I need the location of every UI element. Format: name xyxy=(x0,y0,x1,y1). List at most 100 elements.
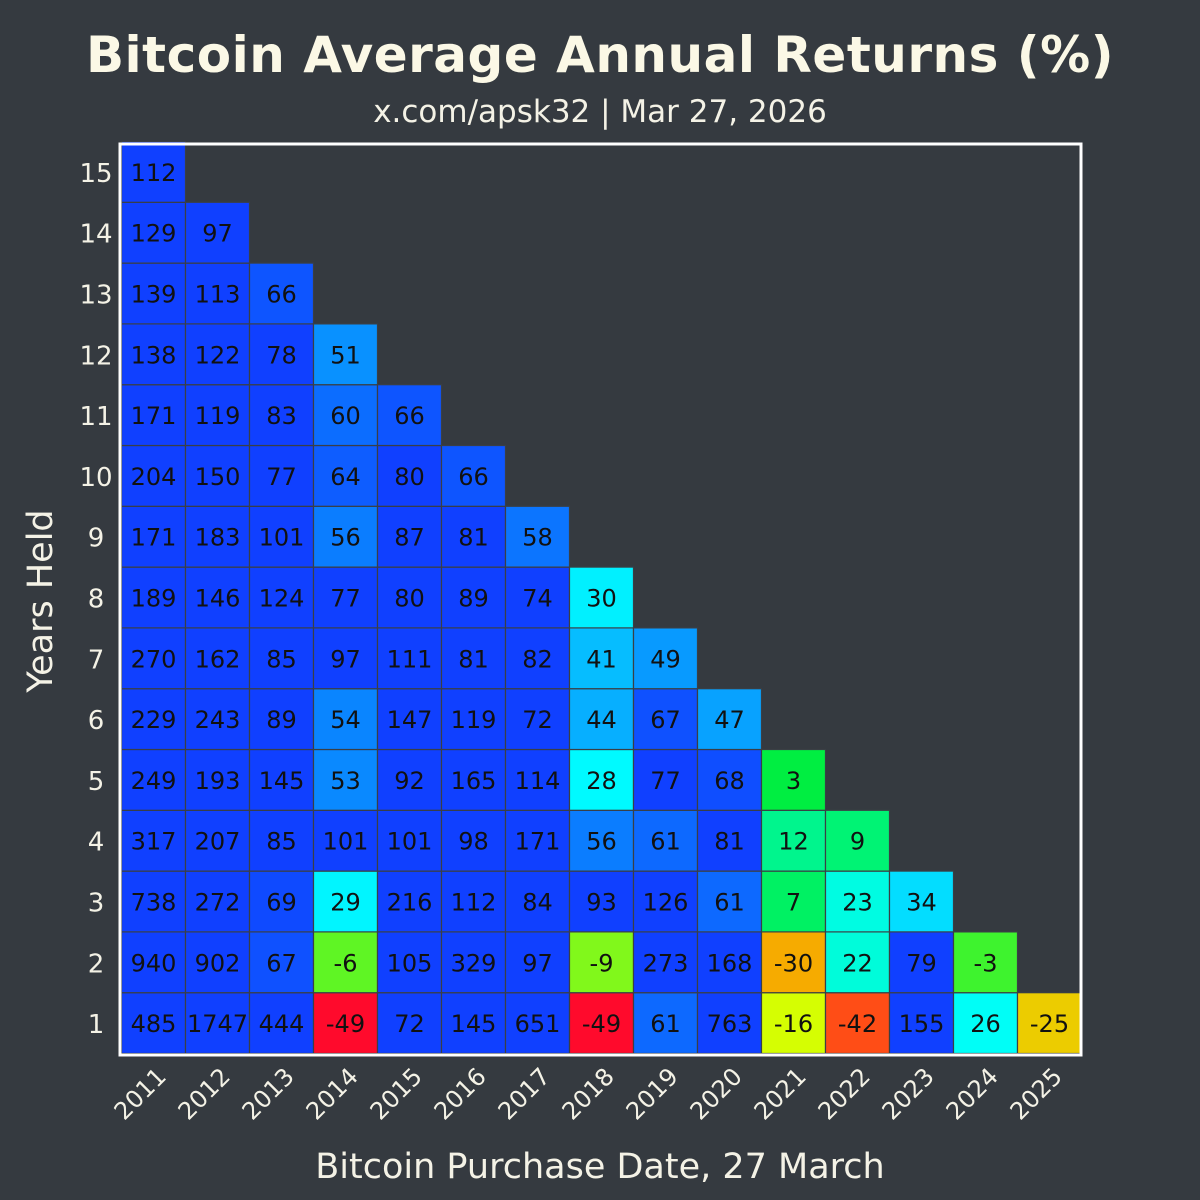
heatmap-cell xyxy=(312,748,379,811)
cell-value-label: 72 xyxy=(394,1010,425,1038)
cell-value-label: 80 xyxy=(394,585,425,613)
cell-value-label: 82 xyxy=(522,645,553,673)
plot-frame xyxy=(118,142,1083,1057)
cell-value-label: 66 xyxy=(458,463,489,491)
cell-value-label: 7 xyxy=(786,889,801,917)
heatmap-cell xyxy=(376,992,443,1055)
cell-value-label: -25 xyxy=(1030,1010,1069,1038)
heatmap-cell xyxy=(504,627,571,690)
cell-value-label: 249 xyxy=(131,767,177,795)
cell-value-label: 119 xyxy=(451,706,497,734)
cell-value-label: -30 xyxy=(774,949,813,977)
cell-value-label: 113 xyxy=(195,281,241,309)
cell-value-label: 81 xyxy=(458,645,489,673)
cell-value-label: 150 xyxy=(195,463,241,491)
cell-value-label: 229 xyxy=(131,706,177,734)
cell-value-label: 243 xyxy=(195,706,241,734)
cell-value-label: 64 xyxy=(330,463,361,491)
cell-value-label: 738 xyxy=(131,889,177,917)
cell-value-label: 56 xyxy=(330,524,361,552)
y-tick-label: 13 xyxy=(79,281,112,311)
cell-value-label: 53 xyxy=(330,767,361,795)
y-tick-label: 12 xyxy=(79,341,112,371)
cell-value-label: 97 xyxy=(330,645,361,673)
heatmap-cell xyxy=(632,931,699,994)
heatmap-cell xyxy=(696,870,763,933)
cell-value-label: 84 xyxy=(522,889,553,917)
cell-value-label: 67 xyxy=(650,706,681,734)
heatmap-cell xyxy=(888,870,955,933)
cell-value-label: 9 xyxy=(850,828,865,856)
y-tick-label: 9 xyxy=(88,524,105,554)
cell-value-label: 97 xyxy=(202,220,233,248)
heatmap-cell xyxy=(376,505,443,568)
cell-value-label: 101 xyxy=(259,524,305,552)
cell-value-label: 23 xyxy=(842,889,873,917)
heatmap-cell xyxy=(184,201,251,264)
cell-value-label: 146 xyxy=(195,585,241,613)
heatmap-cell xyxy=(824,931,891,994)
cell-value-label: -9 xyxy=(590,949,614,977)
heatmap-cell xyxy=(632,688,699,751)
heatmap-cell xyxy=(248,566,315,629)
cell-value-label: 28 xyxy=(586,767,617,795)
heatmap-cell xyxy=(120,444,187,507)
cell-value-label: 204 xyxy=(131,463,177,491)
y-tick-label: 15 xyxy=(79,159,112,189)
x-tick-label: 2014 xyxy=(301,1062,364,1125)
heatmap-cell xyxy=(952,931,1019,994)
heatmap-cell xyxy=(248,931,315,994)
cell-value-label: 98 xyxy=(458,828,489,856)
cell-value-label: 49 xyxy=(650,645,681,673)
cell-value-label: 145 xyxy=(259,767,305,795)
cell-value-label: 124 xyxy=(259,585,305,613)
cell-value-label: 44 xyxy=(586,706,617,734)
heatmap-cell xyxy=(184,566,251,629)
heatmap-cell xyxy=(248,992,315,1055)
x-tick-label: 2025 xyxy=(1005,1062,1068,1125)
cell-value-label: 85 xyxy=(266,828,297,856)
cell-value-label: 87 xyxy=(394,524,425,552)
cell-value-label: 81 xyxy=(458,524,489,552)
heatmap-cell xyxy=(184,262,251,325)
heatmap-cell xyxy=(248,688,315,751)
heatmap-cell xyxy=(120,262,187,325)
heatmap-cell xyxy=(120,140,187,203)
heatmap-cell xyxy=(568,627,635,690)
heatmap-cell xyxy=(632,748,699,811)
heatmap-cell xyxy=(568,566,635,629)
heatmap-cell xyxy=(248,262,315,325)
heatmap-cell xyxy=(760,748,827,811)
heatmap-cell xyxy=(440,566,507,629)
cell-value-label: 22 xyxy=(842,949,873,977)
cell-value-label: 183 xyxy=(195,524,241,552)
heatmap-cell xyxy=(184,384,251,447)
y-tick-label: 4 xyxy=(88,828,105,858)
heatmap-cell xyxy=(440,748,507,811)
cell-value-label: 61 xyxy=(650,828,681,856)
y-tick-label: 3 xyxy=(88,889,105,919)
heatmap-cell xyxy=(952,992,1019,1055)
cell-value-label: 29 xyxy=(330,889,361,917)
x-tick-label: 2023 xyxy=(877,1062,940,1125)
cell-value-label: 77 xyxy=(330,585,361,613)
heatmap-cell xyxy=(760,870,827,933)
cell-value-label: -49 xyxy=(582,1010,621,1038)
heatmap-cell xyxy=(440,870,507,933)
cell-value-label: 112 xyxy=(451,889,497,917)
cell-value-label: 26 xyxy=(970,1010,1001,1038)
x-tick-label: 2019 xyxy=(621,1062,684,1125)
cell-value-label: -6 xyxy=(334,949,358,977)
cell-value-label: 1747 xyxy=(187,1010,248,1038)
cell-value-label: 97 xyxy=(522,949,553,977)
heatmap-cell xyxy=(312,870,379,933)
heatmap-cell xyxy=(376,566,443,629)
x-tick-label: 2018 xyxy=(557,1062,620,1125)
cell-value-label: 81 xyxy=(714,828,745,856)
x-tick-label: 2012 xyxy=(173,1062,236,1125)
cell-value-label: 329 xyxy=(451,949,497,977)
cell-value-label: -16 xyxy=(774,1010,813,1038)
cell-value-label: 189 xyxy=(131,585,177,613)
heatmap-cell xyxy=(312,566,379,629)
